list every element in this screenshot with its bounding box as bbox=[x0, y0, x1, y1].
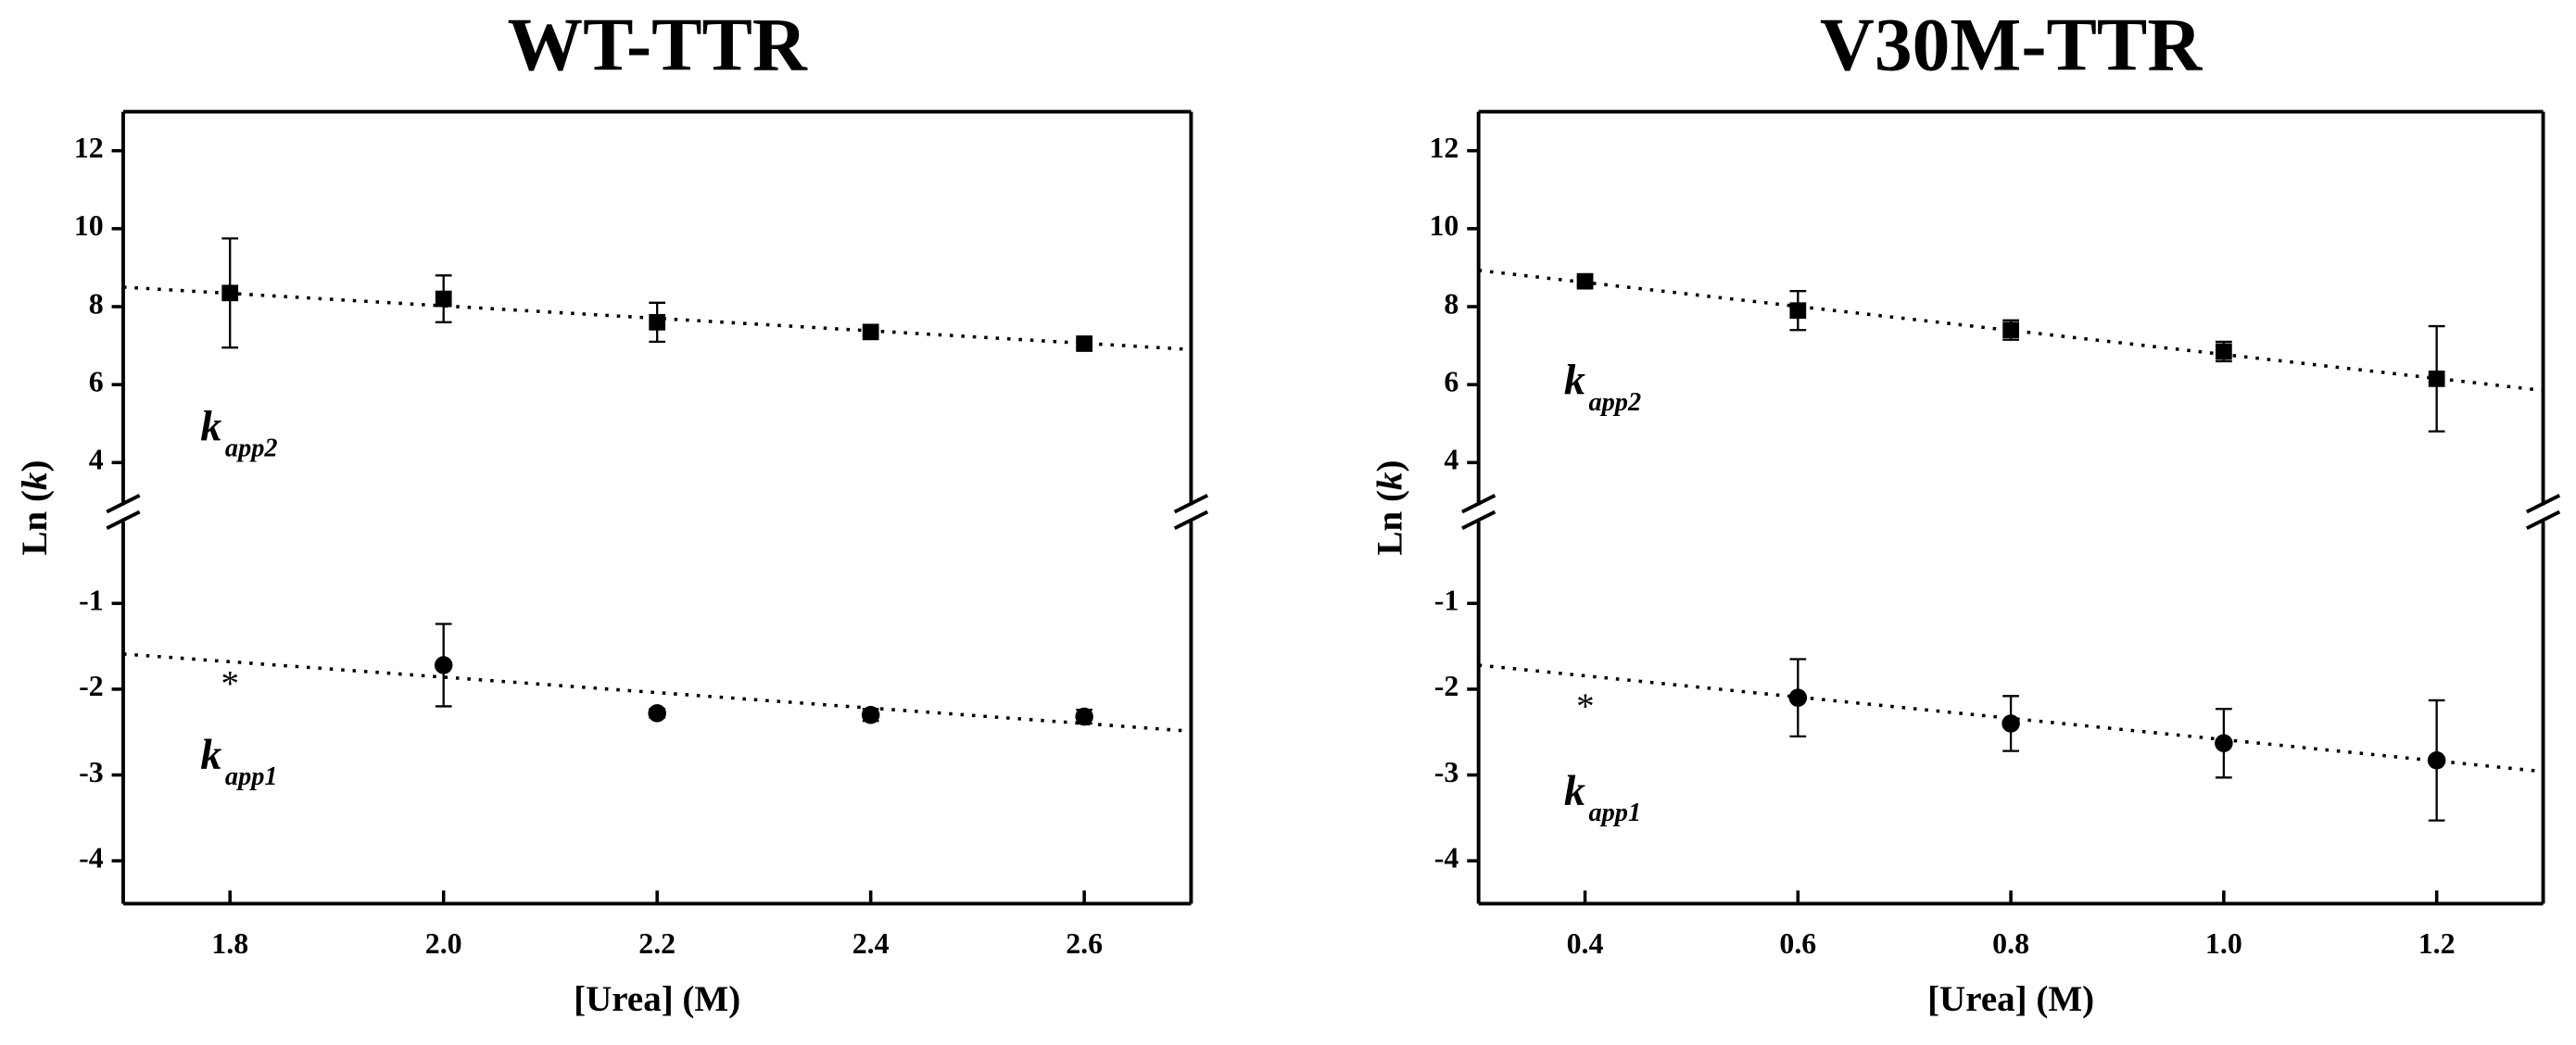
x-axis-label: [Urea] (M) bbox=[574, 979, 740, 1019]
series-label-sub: app2 bbox=[225, 434, 278, 462]
x-axis-label: [Urea] (M) bbox=[1927, 979, 2094, 1019]
y-tick-label: -3 bbox=[1434, 756, 1459, 788]
axis-break bbox=[106, 510, 141, 530]
series-label: k bbox=[1564, 357, 1585, 404]
y-tick-label: -2 bbox=[1434, 670, 1459, 702]
marker bbox=[1788, 688, 1808, 707]
series-label-sub: app1 bbox=[1588, 799, 1641, 827]
y-axis-label-part: k bbox=[15, 472, 55, 490]
marker bbox=[2215, 734, 2233, 753]
axis-break bbox=[1461, 510, 1496, 530]
y-axis-label-part: k bbox=[1370, 472, 1409, 490]
axis-break bbox=[1173, 510, 1208, 530]
y-tick-label: -3 bbox=[79, 756, 104, 788]
y-tick-label: -1 bbox=[1434, 585, 1459, 617]
axis-break bbox=[2525, 510, 2561, 530]
x-tick-label: 2.6 bbox=[1066, 927, 1103, 960]
axis-break bbox=[1173, 493, 1208, 514]
series-label: k bbox=[200, 731, 221, 778]
series-label: k bbox=[1564, 767, 1585, 814]
x-tick-label: 0.6 bbox=[1779, 927, 1816, 960]
y-axis-label-part: Ln ( bbox=[1370, 490, 1409, 555]
x-tick-label: 1.8 bbox=[211, 927, 248, 960]
y-tick-label: 6 bbox=[89, 365, 104, 397]
marker bbox=[2427, 751, 2446, 770]
y-tick-label: -4 bbox=[79, 841, 104, 874]
marker bbox=[2216, 343, 2232, 360]
marker bbox=[435, 290, 452, 308]
y-tick-label: -4 bbox=[1434, 841, 1459, 874]
marker bbox=[862, 323, 879, 341]
x-tick-label: 2.2 bbox=[638, 927, 676, 960]
x-tick-label: 1.2 bbox=[2418, 927, 2456, 960]
y-tick-label: 12 bbox=[74, 132, 104, 164]
marker bbox=[1076, 335, 1093, 352]
y-axis-label-part: ) bbox=[1370, 460, 1409, 472]
y-tick-label: 6 bbox=[1444, 365, 1458, 397]
note: * bbox=[221, 663, 238, 703]
marker bbox=[2428, 370, 2445, 387]
y-tick-label: -1 bbox=[79, 585, 104, 617]
marker bbox=[1576, 272, 1594, 290]
y-tick-label: 12 bbox=[1429, 132, 1458, 164]
y-axis-label-part: Ln ( bbox=[15, 490, 55, 555]
x-tick-label: 0.4 bbox=[1567, 927, 1604, 960]
y-tick-label: 10 bbox=[1429, 209, 1458, 242]
y-axis-label-part: ) bbox=[15, 460, 55, 472]
marker bbox=[434, 656, 453, 674]
series-label-sub: app2 bbox=[1588, 388, 1641, 417]
marker bbox=[1789, 302, 1807, 320]
chart-title: V30M-TTR bbox=[1820, 2, 2203, 86]
y-tick-label: 10 bbox=[74, 209, 104, 242]
y-tick-label: 4 bbox=[1444, 444, 1458, 476]
x-tick-label: 2.0 bbox=[425, 927, 462, 960]
marker bbox=[2002, 321, 2019, 339]
y-tick-label: 8 bbox=[89, 287, 104, 320]
x-tick-label: 2.4 bbox=[852, 927, 890, 960]
marker bbox=[221, 284, 239, 302]
axis-break bbox=[2525, 493, 2561, 514]
y-tick-label: -2 bbox=[79, 670, 104, 702]
marker bbox=[861, 705, 880, 724]
y-axis-label: Ln (k) bbox=[15, 460, 55, 556]
marker bbox=[649, 313, 666, 331]
y-tick-label: 8 bbox=[1444, 287, 1458, 320]
chart-title: WT-TTR bbox=[508, 2, 808, 86]
series-label: k bbox=[200, 402, 221, 449]
series-label-sub: app1 bbox=[225, 762, 278, 791]
marker bbox=[2001, 714, 2020, 733]
axis-break bbox=[1461, 493, 1496, 514]
note: * bbox=[1576, 686, 1594, 726]
marker bbox=[1075, 707, 1093, 726]
marker bbox=[648, 704, 666, 723]
x-tick-label: 1.0 bbox=[2205, 927, 2242, 960]
y-axis-label: Ln (k) bbox=[1370, 460, 1409, 556]
axis-break bbox=[106, 493, 141, 514]
x-tick-label: 0.8 bbox=[1992, 927, 2029, 960]
y-tick-label: 4 bbox=[89, 444, 104, 476]
